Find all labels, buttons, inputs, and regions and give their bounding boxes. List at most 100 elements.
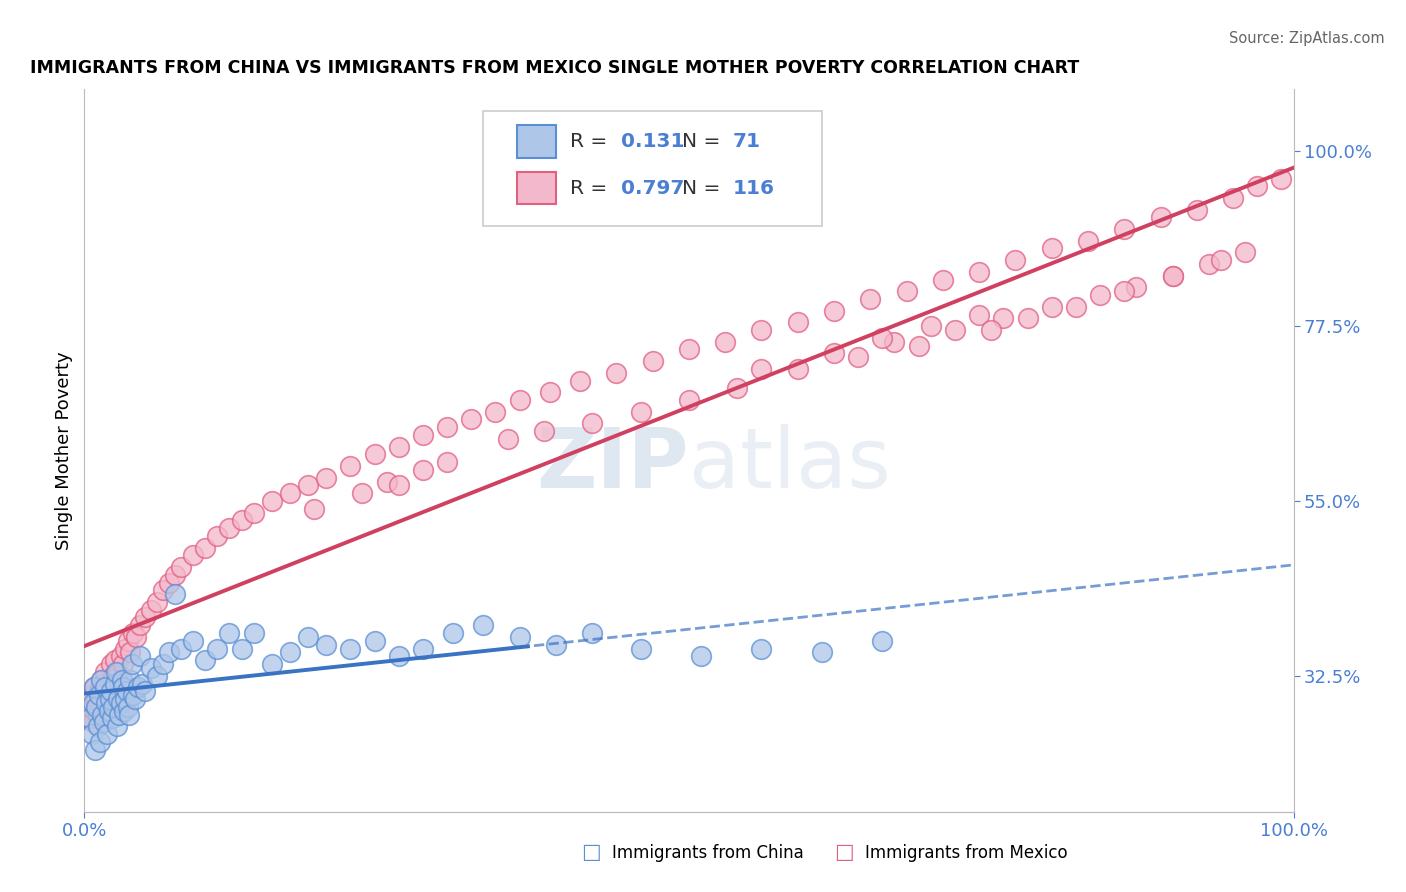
Point	[91, 699, 114, 714]
Y-axis label: Single Mother Poverty: Single Mother Poverty	[55, 351, 73, 549]
Point	[412, 428, 434, 442]
Point	[80, 688, 103, 702]
Point	[97, 681, 120, 695]
Point	[278, 645, 301, 659]
Text: IMMIGRANTS FROM CHINA VS IMMIGRANTS FROM MEXICO SINGLE MOTHER POVERTY CORRELATIO: IMMIGRANTS FROM CHINA VS IMMIGRANTS FROM…	[30, 59, 1080, 77]
Point	[388, 440, 411, 454]
Point	[581, 626, 603, 640]
Point	[436, 420, 458, 434]
Point	[108, 707, 131, 722]
Point	[94, 681, 117, 695]
Point	[121, 626, 143, 640]
Point	[112, 681, 135, 695]
Text: 116: 116	[733, 178, 775, 198]
Point	[993, 311, 1015, 326]
Point	[932, 272, 955, 286]
Point	[1017, 311, 1039, 326]
Point	[129, 618, 152, 632]
Point	[89, 696, 111, 710]
Point	[115, 684, 138, 698]
Text: □: □	[834, 842, 853, 862]
Point	[242, 626, 264, 640]
Point	[93, 715, 115, 730]
Point	[315, 638, 337, 652]
Text: Source: ZipAtlas.com: Source: ZipAtlas.com	[1229, 31, 1385, 46]
Point	[181, 549, 204, 563]
Text: atlas: atlas	[689, 425, 890, 506]
Point	[105, 692, 128, 706]
Point	[107, 665, 129, 679]
Point	[883, 334, 905, 349]
Point	[1185, 202, 1208, 217]
Point	[859, 292, 882, 306]
Point	[1088, 288, 1111, 302]
Point	[484, 404, 506, 418]
Point	[509, 392, 531, 407]
Text: Immigrants from Mexico: Immigrants from Mexico	[865, 844, 1067, 862]
Point	[79, 699, 101, 714]
Point	[231, 513, 253, 527]
FancyBboxPatch shape	[517, 172, 555, 204]
Point	[980, 323, 1002, 337]
Point	[170, 641, 193, 656]
Point	[108, 676, 131, 690]
Point	[641, 354, 664, 368]
Point	[297, 478, 319, 492]
Point	[1161, 268, 1184, 283]
Point	[129, 649, 152, 664]
Point	[630, 641, 652, 656]
Point	[412, 641, 434, 656]
Point	[104, 665, 127, 679]
Text: ZIP: ZIP	[537, 425, 689, 506]
Text: R =: R =	[571, 178, 614, 198]
Point	[117, 633, 139, 648]
Point	[165, 567, 187, 582]
Point	[110, 649, 132, 664]
Point	[86, 692, 108, 706]
Point	[111, 673, 134, 687]
Point	[1149, 211, 1171, 225]
Point	[218, 626, 240, 640]
Point	[98, 692, 121, 706]
Point	[90, 673, 112, 687]
Point	[110, 696, 132, 710]
Point	[86, 707, 108, 722]
Point	[134, 610, 156, 624]
Point	[872, 331, 894, 345]
Point	[152, 583, 174, 598]
Point	[124, 692, 146, 706]
Point	[678, 343, 700, 357]
Point	[93, 676, 115, 690]
Point	[107, 692, 129, 706]
Point	[690, 649, 713, 664]
Point	[315, 470, 337, 484]
Point	[786, 362, 808, 376]
Point	[339, 641, 361, 656]
Point	[907, 338, 929, 352]
Point	[1064, 300, 1087, 314]
Point	[96, 727, 118, 741]
Point	[460, 412, 482, 426]
Point	[101, 711, 124, 725]
Point	[165, 587, 187, 601]
Point	[1114, 222, 1136, 236]
Point	[104, 676, 127, 690]
Point	[472, 618, 495, 632]
Point	[967, 308, 990, 322]
Point	[114, 641, 136, 656]
Point	[112, 704, 135, 718]
Point	[811, 645, 834, 659]
Point	[103, 699, 125, 714]
Point	[302, 501, 325, 516]
Point	[94, 665, 117, 679]
Point	[86, 699, 108, 714]
Point	[77, 711, 100, 725]
Point	[1234, 245, 1257, 260]
Point	[605, 366, 627, 380]
Point	[538, 385, 561, 400]
Point	[134, 684, 156, 698]
Point	[131, 676, 153, 690]
Text: 0.131: 0.131	[621, 132, 685, 152]
Point	[242, 506, 264, 520]
Point	[146, 669, 169, 683]
